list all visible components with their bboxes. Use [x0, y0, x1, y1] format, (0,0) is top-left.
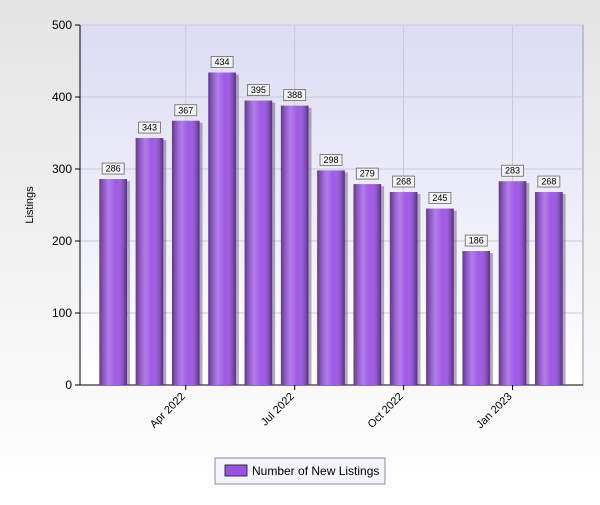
bar-shade [280, 105, 309, 385]
legend-label: Number of New Listings [252, 464, 379, 478]
bar-shade [462, 251, 491, 385]
data-label-box [101, 162, 125, 175]
data-label-box [464, 234, 488, 247]
y-tick-label: 400 [52, 90, 72, 104]
bar-shade [171, 120, 200, 385]
data-label: 279 [360, 169, 375, 179]
bar-shade [208, 72, 236, 386]
data-label-box [428, 192, 452, 205]
bar-shade [353, 184, 382, 385]
data-label: 283 [505, 166, 520, 176]
data-label-box [501, 164, 524, 177]
y-tick-label: 0 [65, 378, 72, 392]
y-tick-label: 100 [52, 306, 72, 320]
data-label: 268 [396, 177, 411, 187]
bar-shade [99, 179, 127, 385]
data-label-box [392, 175, 416, 188]
data-label-box [138, 121, 161, 134]
data-label: 367 [178, 105, 193, 115]
y-axis-label: Listings [24, 186, 36, 224]
bar-shade [535, 192, 563, 385]
data-label: 286 [106, 164, 121, 174]
y-tick-label: 200 [52, 234, 72, 248]
data-label: 434 [215, 57, 230, 67]
data-label-box [246, 84, 270, 96]
data-label: 298 [323, 155, 338, 165]
data-label: 343 [142, 123, 157, 133]
data-label: 388 [287, 90, 302, 100]
data-label-box [537, 175, 561, 188]
bar-shade [498, 181, 527, 385]
data-label-box [319, 154, 343, 166]
data-label-box [283, 89, 307, 102]
y-tick-label: 300 [52, 162, 72, 176]
data-label: 395 [251, 85, 266, 95]
data-label-box [355, 167, 379, 180]
y-tick-label: 500 [52, 18, 72, 32]
data-label-box [174, 104, 198, 117]
bar-shade [317, 170, 345, 385]
data-label: 268 [541, 177, 556, 187]
bar-shade [389, 192, 418, 385]
bar-shade [244, 100, 273, 385]
bar-shade [135, 138, 164, 385]
data-label-box [210, 56, 234, 68]
data-label: 186 [469, 236, 484, 246]
legend-swatch [224, 464, 248, 477]
bar-shade [426, 208, 454, 385]
data-label: 245 [432, 193, 447, 203]
